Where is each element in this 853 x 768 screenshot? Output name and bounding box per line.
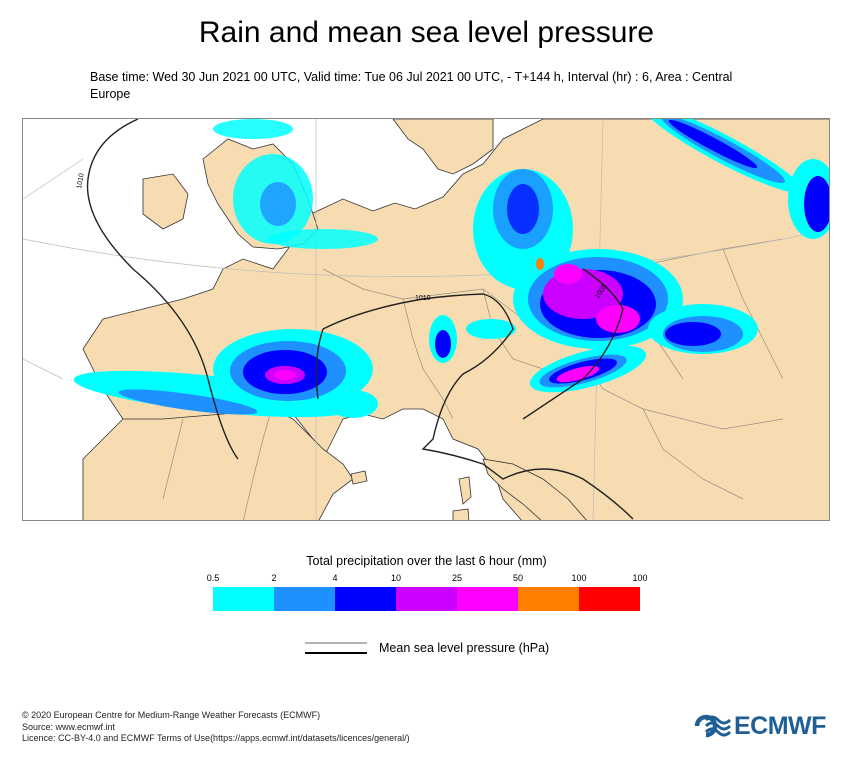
precipitation-field (73, 119, 829, 418)
ecmwf-wave-icon (694, 714, 731, 738)
colorbar-tick: 0.5 (206, 573, 220, 583)
copyright-text: © 2020 European Centre for Medium-Range … (22, 710, 321, 720)
colorbar-segment (335, 587, 396, 611)
colorbar-tick: 2 (271, 573, 277, 583)
isobars (86, 119, 634, 520)
source-text: Source: www.ecmwf.int (22, 721, 116, 732)
colorbar-tick: 100 (632, 573, 648, 583)
footer-credits: © 2020 European Centre for Medium-Range … (22, 710, 410, 745)
page-title: Rain and mean sea level pressure (198, 16, 655, 49)
colorbar-segment (213, 587, 274, 611)
colorbar-tick: 4 (332, 573, 338, 583)
pressure-legend-label: Mean sea level pressure (hPa) (379, 641, 550, 655)
colorbar (213, 587, 640, 611)
colorbar-segment (518, 587, 579, 611)
colorbar-segment (457, 587, 518, 611)
colorbar-segment (396, 587, 457, 611)
colorbar-tick: 25 (451, 573, 463, 583)
logo-text: ECMWF (734, 711, 826, 740)
weather-map[interactable]: 1010 1010 1005 (22, 118, 830, 521)
colorbar-segment (274, 587, 335, 611)
map-subtitle: Base time: Wed 30 Jun 2021 00 UTC, Valid… (90, 70, 733, 101)
isobar-label: 1010 (76, 173, 86, 190)
land-masses (82, 119, 829, 520)
licence-text: Licence: CC-BY-4.0 and ECMWF Terms of Us… (22, 733, 410, 743)
map-canvas: 1010 1010 1005 (23, 119, 829, 520)
colorbar-tick: 100 (571, 573, 587, 583)
pressure-line-legend-icon (305, 642, 367, 654)
ecmwf-logo: ECMWF (693, 711, 826, 741)
colorbar-segment (579, 587, 640, 611)
colorbar-title: Total precipitation over the last 6 hour… (306, 554, 547, 568)
colorbar-tick: 50 (512, 573, 524, 583)
colorbar-ticks: 0.5 2 4 10 25 50 100 100 (207, 573, 648, 585)
isobar-label: 1010 (415, 295, 431, 302)
colorbar-tick: 10 (390, 573, 401, 583)
